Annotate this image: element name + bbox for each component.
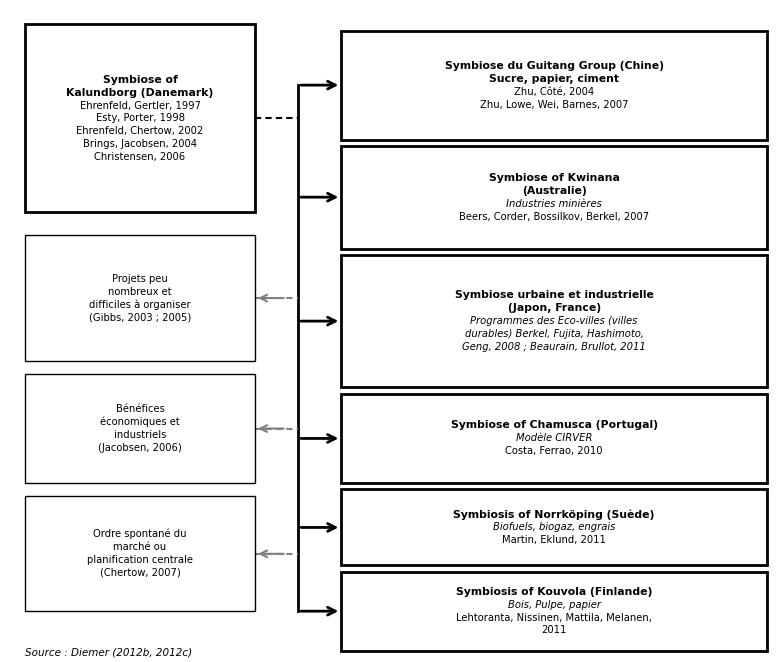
Text: (Australie): (Australie) <box>521 186 586 196</box>
Text: Zhu, Lowe, Wei, Barnes, 2007: Zhu, Lowe, Wei, Barnes, 2007 <box>480 100 628 110</box>
Text: Ordre spontané du: Ordre spontané du <box>93 529 187 540</box>
Text: Symbiose of Kwinana: Symbiose of Kwinana <box>488 173 619 183</box>
Text: Kalundborg (Danemark): Kalundborg (Danemark) <box>67 87 214 98</box>
Text: Ehrenfeld, Chertow, 2002: Ehrenfeld, Chertow, 2002 <box>76 126 204 136</box>
Text: Sucre, papier, ciment: Sucre, papier, ciment <box>489 74 619 84</box>
Text: Source : Diemer (2012b, 2012c): Source : Diemer (2012b, 2012c) <box>25 647 192 657</box>
Text: (Japon, France): (Japon, France) <box>507 303 601 313</box>
Text: Bénéfices: Bénéfices <box>115 404 165 414</box>
Text: (Chertow, 2007): (Chertow, 2007) <box>100 568 180 578</box>
Text: industriels: industriels <box>114 430 166 440</box>
FancyBboxPatch shape <box>341 146 767 249</box>
Text: Martin, Eklund, 2011: Martin, Eklund, 2011 <box>503 535 606 545</box>
Text: Modèle CIRVER: Modèle CIRVER <box>516 433 593 443</box>
Text: nombreux et: nombreux et <box>108 287 172 297</box>
Text: Ehrenfeld, Gertler, 1997: Ehrenfeld, Gertler, 1997 <box>79 101 201 111</box>
FancyBboxPatch shape <box>25 236 256 361</box>
Text: Symbiose urbaine et industrielle: Symbiose urbaine et industrielle <box>455 291 654 301</box>
Text: durables) Berkel, Fujita, Hashimoto,: durables) Berkel, Fujita, Hashimoto, <box>465 329 644 339</box>
FancyBboxPatch shape <box>341 255 767 387</box>
Text: Programmes des Eco-villes (villes: Programmes des Eco-villes (villes <box>470 316 638 326</box>
Text: difficiles à organiser: difficiles à organiser <box>89 299 191 310</box>
Text: Symbiose du Guitang Group (Chine): Symbiose du Guitang Group (Chine) <box>445 61 663 71</box>
Text: Brings, Jacobsen, 2004: Brings, Jacobsen, 2004 <box>83 139 197 149</box>
FancyBboxPatch shape <box>25 24 256 213</box>
Text: Zhu, Côté, 2004: Zhu, Côté, 2004 <box>514 87 594 97</box>
FancyBboxPatch shape <box>341 571 767 651</box>
Text: marché ou: marché ou <box>114 542 167 552</box>
Text: Geng, 2008 ; Beaurain, Brullot, 2011: Geng, 2008 ; Beaurain, Brullot, 2011 <box>463 342 646 352</box>
Text: Industries minières: Industries minières <box>506 199 602 209</box>
Text: Lehtoranta, Nissinen, Mattila, Melanen,: Lehtoranta, Nissinen, Mattila, Melanen, <box>456 612 652 622</box>
Text: Beers, Corder, Bossilkov, Berkel, 2007: Beers, Corder, Bossilkov, Berkel, 2007 <box>459 212 649 222</box>
Text: Esty, Porter, 1998: Esty, Porter, 1998 <box>96 113 184 123</box>
Text: Bois, Pulpe, papier: Bois, Pulpe, papier <box>507 600 601 610</box>
Text: Christensen, 2006: Christensen, 2006 <box>95 152 186 162</box>
Text: Projets peu: Projets peu <box>112 274 168 284</box>
FancyBboxPatch shape <box>341 394 767 483</box>
Text: (Jacobsen, 2006): (Jacobsen, 2006) <box>98 442 182 453</box>
Text: 2011: 2011 <box>542 626 567 636</box>
FancyBboxPatch shape <box>341 489 767 565</box>
Text: Symbiosis of Kouvola (Finlande): Symbiosis of Kouvola (Finlande) <box>456 587 652 597</box>
Text: Symbiosis of Norrköping (Suède): Symbiosis of Norrköping (Suède) <box>453 509 655 520</box>
Text: Symbiose of: Symbiose of <box>103 75 177 85</box>
Text: planification centrale: planification centrale <box>87 555 193 565</box>
FancyBboxPatch shape <box>25 374 256 483</box>
Text: économiques et: économiques et <box>100 416 180 427</box>
Text: Symbiose of Chamusca (Portugal): Symbiose of Chamusca (Portugal) <box>451 420 658 430</box>
FancyBboxPatch shape <box>25 496 256 611</box>
FancyBboxPatch shape <box>341 31 767 140</box>
Text: Costa, Ferrao, 2010: Costa, Ferrao, 2010 <box>506 446 603 456</box>
Text: (Gibbs, 2003 ; 2005): (Gibbs, 2003 ; 2005) <box>89 312 191 322</box>
Text: Biofuels, biogaz, engrais: Biofuels, biogaz, engrais <box>493 522 615 532</box>
